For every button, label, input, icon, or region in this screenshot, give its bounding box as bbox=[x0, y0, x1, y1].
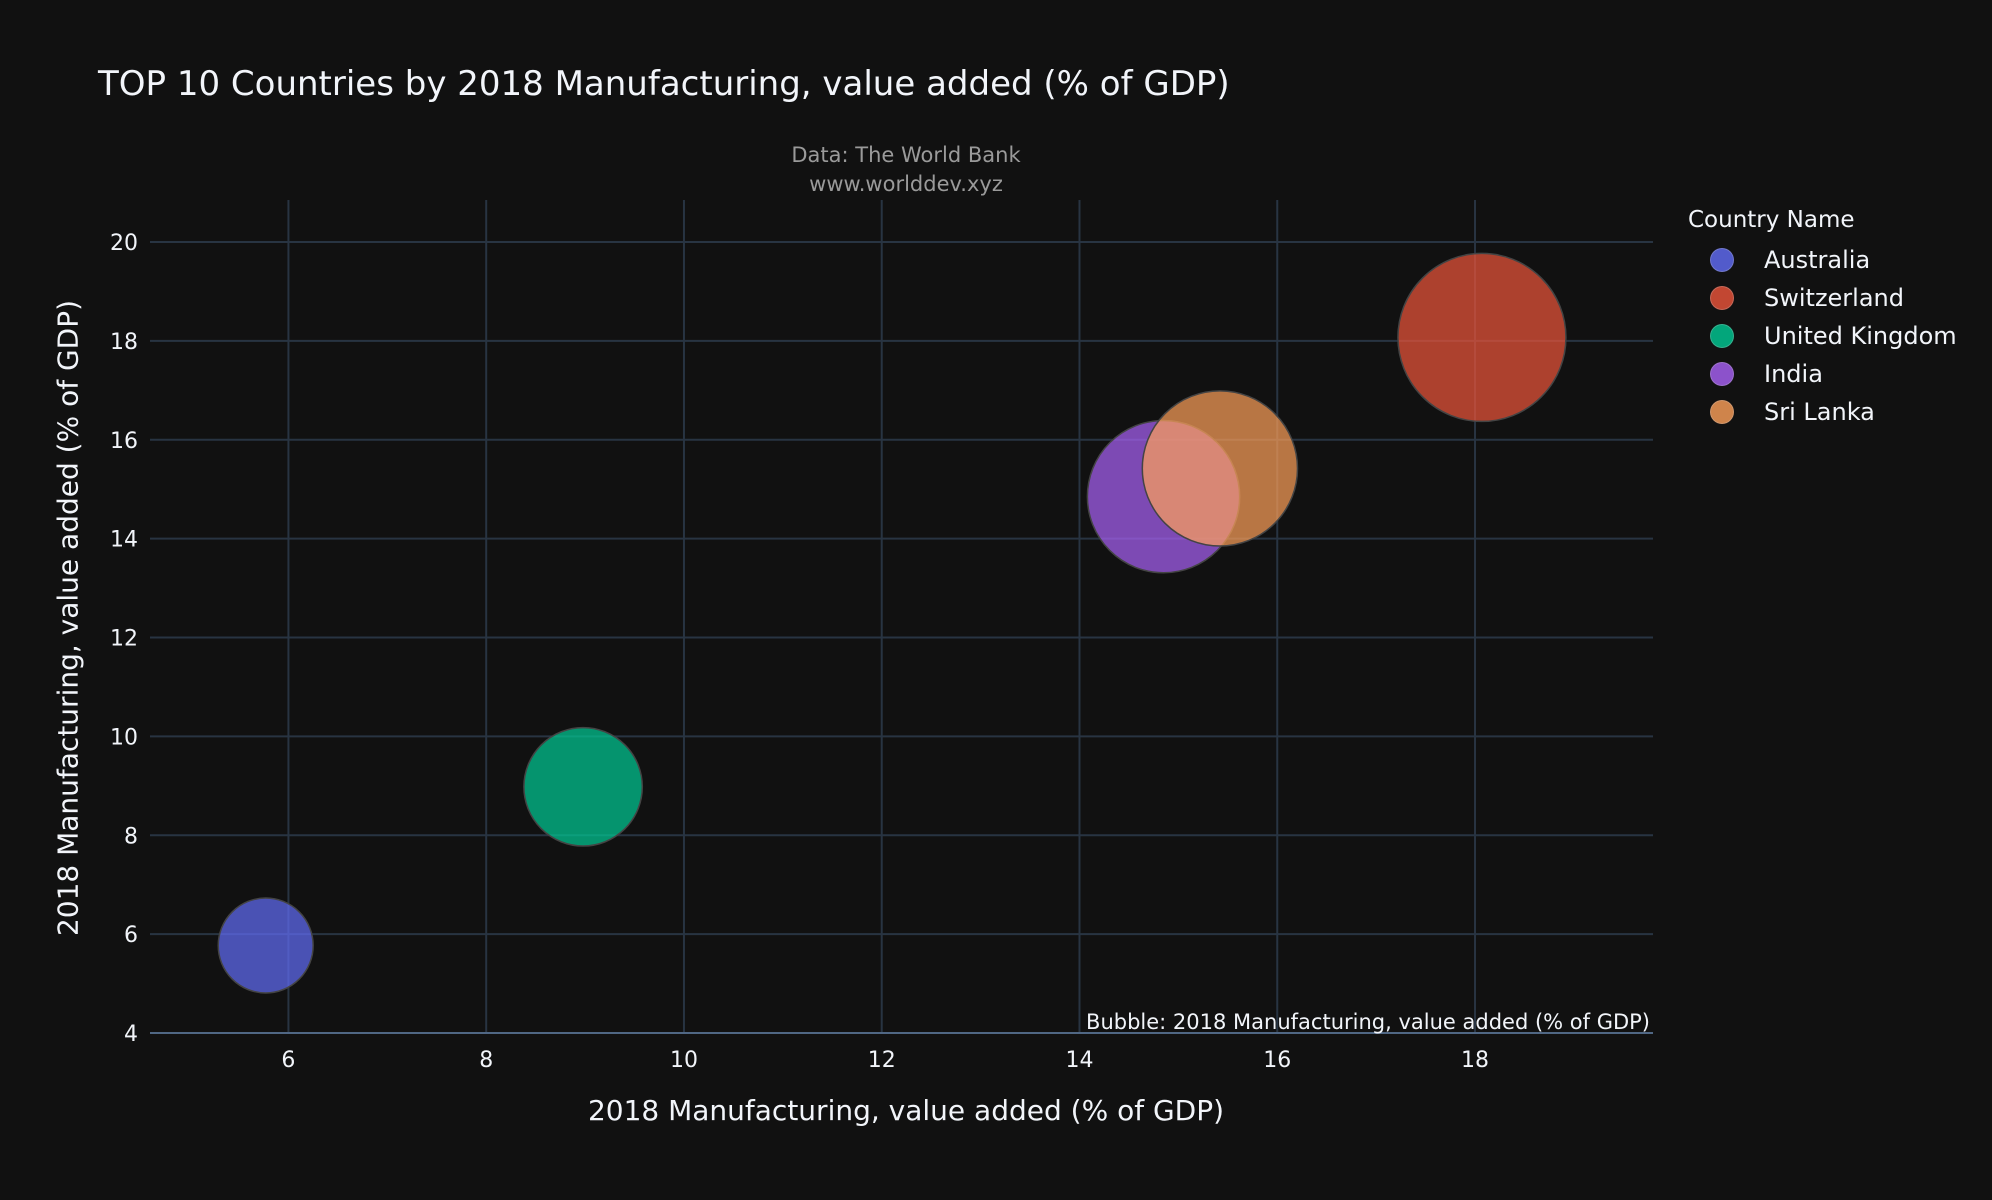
bubble-layer bbox=[217, 252, 1567, 994]
legend-swatch-icon bbox=[1710, 324, 1734, 348]
x-gridlines bbox=[287, 200, 1477, 1033]
bubble-australia[interactable] bbox=[217, 897, 314, 994]
y-gridlines bbox=[150, 241, 1653, 1034]
x-tick-label: 8 bbox=[479, 1048, 493, 1073]
bubble-size-note: Bubble: 2018 Manufacturing, value added … bbox=[1086, 1010, 1650, 1034]
legend-label: India bbox=[1764, 360, 1823, 388]
legend-swatch-icon bbox=[1710, 248, 1734, 272]
legend-swatch-icon bbox=[1710, 286, 1734, 310]
legend-swatch-icon bbox=[1710, 362, 1734, 386]
y-tick-label: 14 bbox=[110, 528, 138, 553]
y-tick-label: 18 bbox=[110, 330, 138, 355]
chart-title: TOP 10 Countries by 2018 Manufacturing, … bbox=[98, 64, 1230, 104]
legend-swatch-icon bbox=[1710, 400, 1734, 424]
y-tick-label: 16 bbox=[110, 429, 138, 454]
subtitle-url: www.worlddev.xyz bbox=[809, 172, 1003, 196]
y-tick-label: 12 bbox=[110, 627, 138, 652]
legend-label: Sri Lanka bbox=[1764, 398, 1875, 426]
tick-labels: 6 8 10 12 14 16 18 4 6 8 10 12 14 16 18 20 bbox=[110, 231, 1489, 1073]
legend-label: United Kingdom bbox=[1764, 322, 1957, 350]
x-tick-label: 16 bbox=[1263, 1048, 1291, 1073]
y-tick-label: 8 bbox=[124, 824, 138, 849]
legend-item-india[interactable]: India bbox=[1710, 359, 1823, 389]
x-tick-label: 12 bbox=[868, 1048, 896, 1073]
y-axis-label: 2018 Manufacturing, value added (% of GD… bbox=[51, 299, 85, 937]
y-tick-label: 6 bbox=[124, 923, 138, 948]
x-axis-label: 2018 Manufacturing, value added (% of GD… bbox=[587, 1094, 1225, 1127]
x-tick-label: 6 bbox=[281, 1048, 295, 1073]
bubble-united-kingdom[interactable] bbox=[523, 726, 644, 847]
legend-label: Australia bbox=[1764, 246, 1871, 274]
y-tick-label: 20 bbox=[110, 231, 138, 256]
legend-item-australia[interactable]: Australia bbox=[1710, 245, 1870, 275]
subtitle-source: Data: The World Bank bbox=[791, 143, 1021, 167]
legend-label: Switzerland bbox=[1764, 284, 1904, 312]
legend-title: Country Name bbox=[1688, 207, 1855, 233]
x-tick-label: 18 bbox=[1461, 1048, 1489, 1073]
x-tick-label: 10 bbox=[670, 1048, 698, 1073]
y-tick-label: 4 bbox=[124, 1022, 138, 1047]
legend-item-switzerland[interactable]: Switzerland bbox=[1710, 283, 1904, 313]
y-tick-label: 10 bbox=[110, 725, 138, 750]
bubble-sri-lanka[interactable] bbox=[1141, 390, 1299, 547]
legend-item-united-kingdom[interactable]: United Kingdom bbox=[1710, 321, 1957, 351]
bubble-switzerland[interactable] bbox=[1397, 252, 1567, 423]
x-tick-label: 14 bbox=[1065, 1048, 1093, 1073]
legend-item-sri-lanka[interactable]: Sri Lanka bbox=[1710, 397, 1875, 427]
